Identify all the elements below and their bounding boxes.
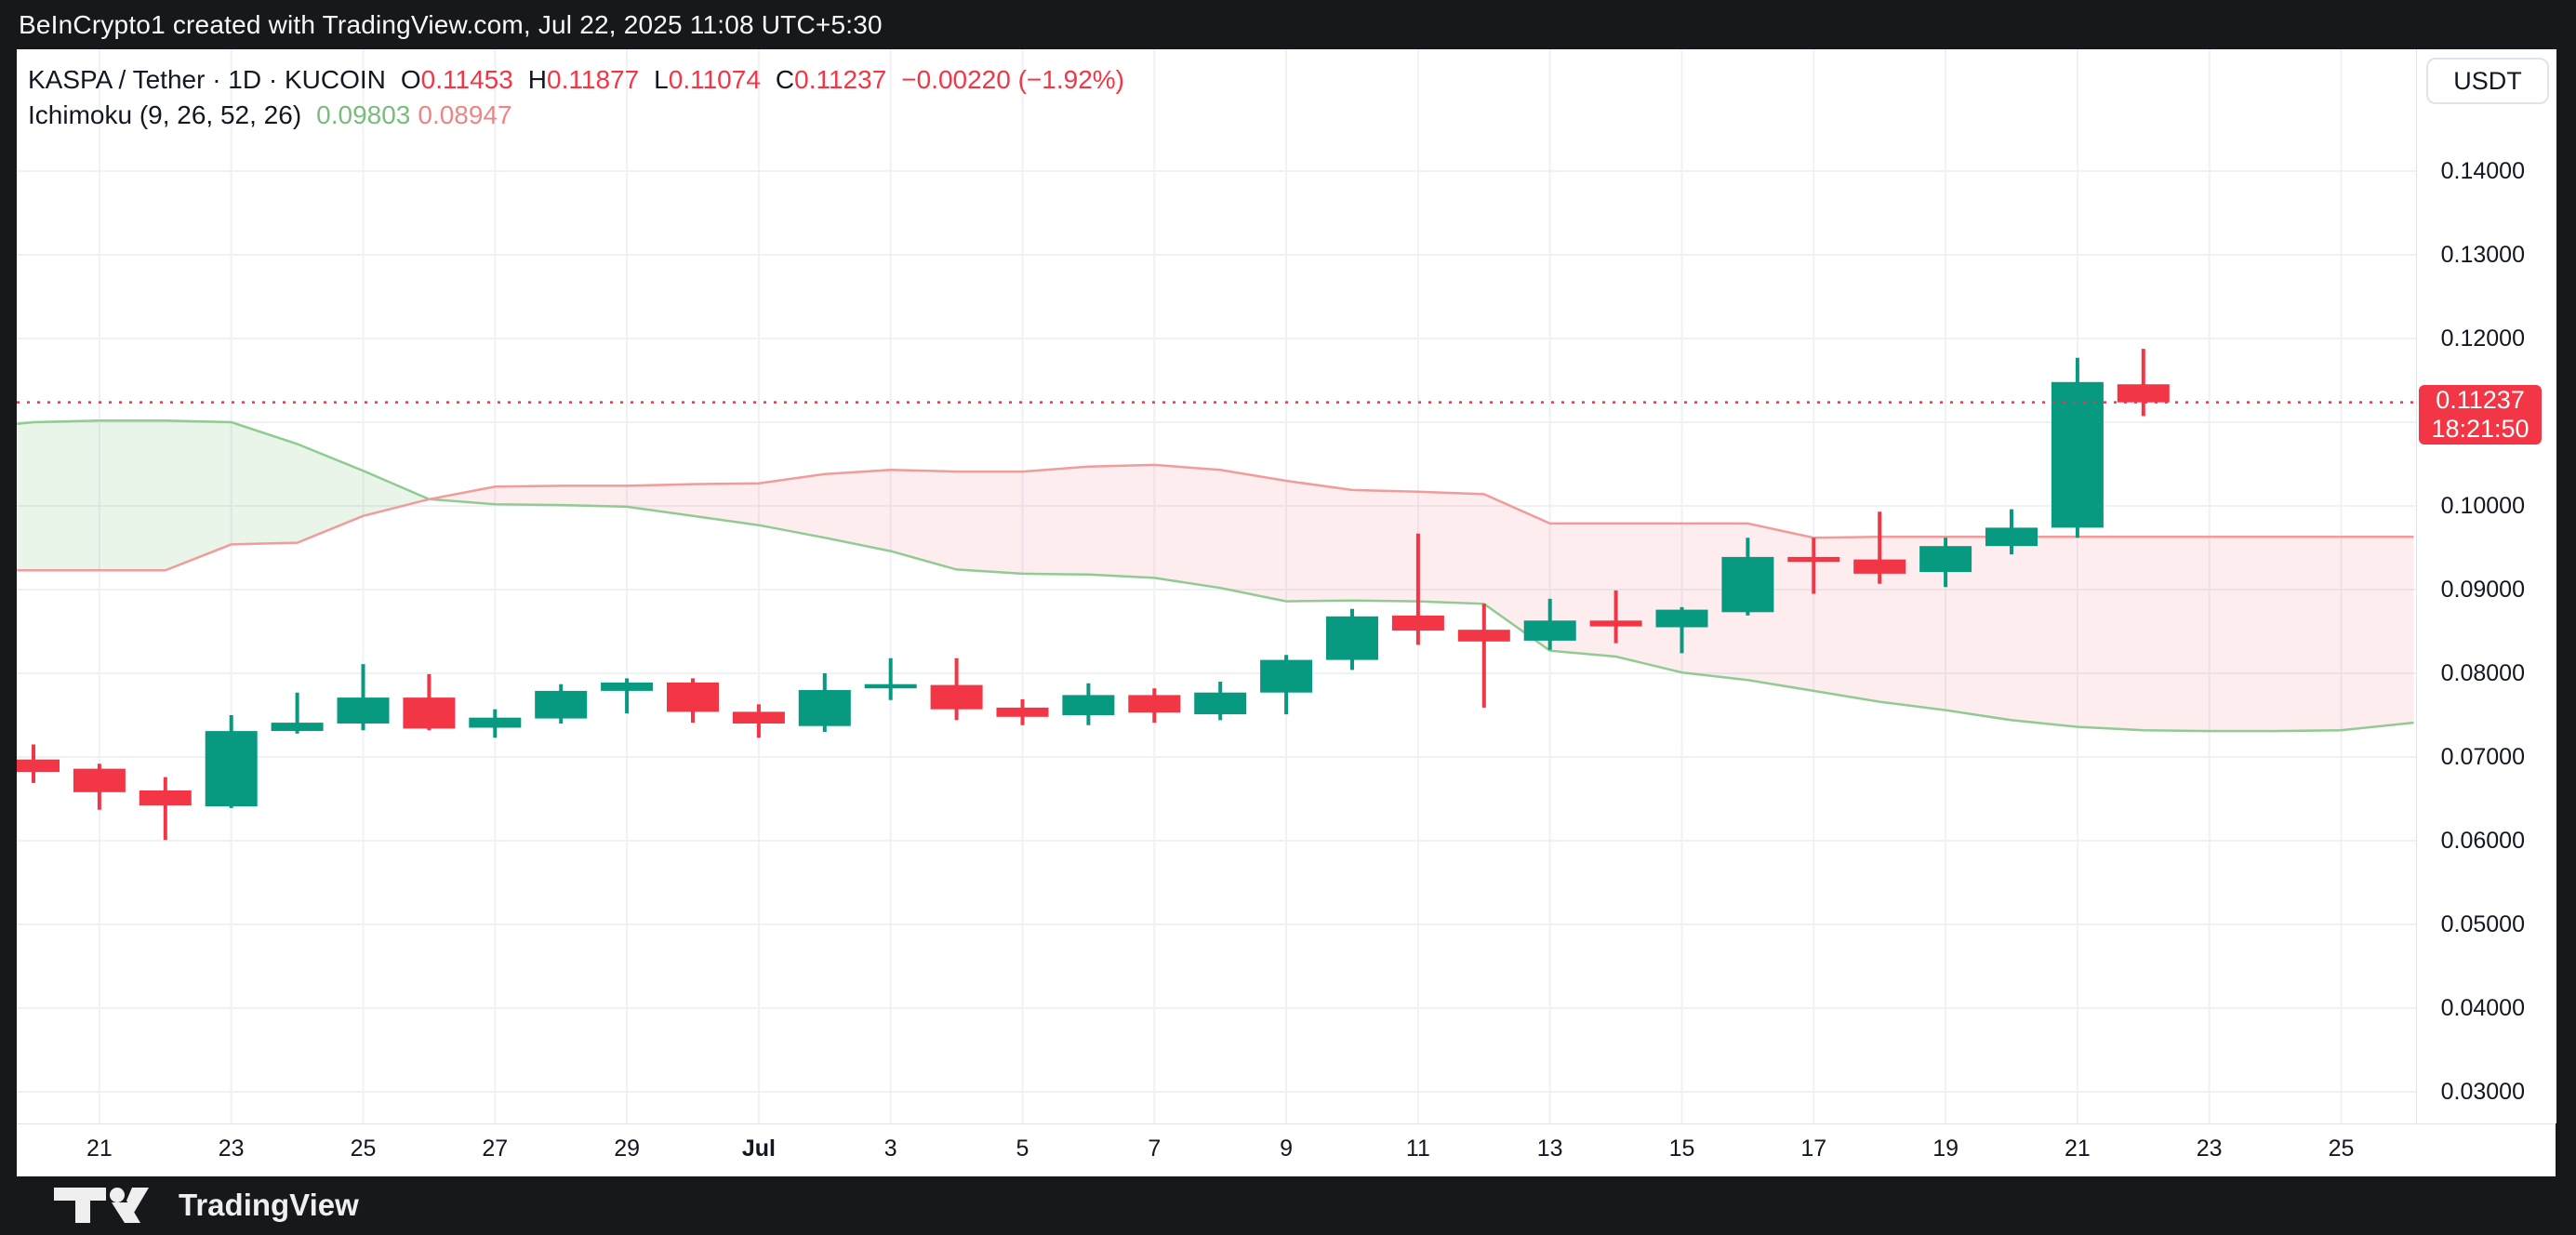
time-tick-label: 15 xyxy=(1668,1135,1695,1162)
ohlc-close-letter: C xyxy=(775,65,795,94)
ohlc-low-value: 0.11074 xyxy=(668,65,761,94)
candle-body xyxy=(930,684,983,710)
candle-body xyxy=(1853,559,1906,574)
time-tick-label: 5 xyxy=(1016,1135,1029,1162)
candle-body xyxy=(73,768,126,792)
candle-body xyxy=(1457,630,1510,642)
ohlc-high-value: 0.11877 xyxy=(547,65,640,94)
candle-body xyxy=(1062,695,1115,715)
currency-button[interactable]: USDT xyxy=(2426,58,2549,104)
ichimoku-cloud-bullish xyxy=(17,420,430,571)
candle-body xyxy=(469,717,522,728)
footer-brand: TradingView xyxy=(179,1188,359,1222)
candle-body xyxy=(1721,556,1774,613)
time-tick-label: 25 xyxy=(350,1135,377,1162)
time-tick-label: 17 xyxy=(1800,1135,1827,1162)
price-tick-label: 0.04000 xyxy=(2440,995,2525,1021)
candle-body xyxy=(205,731,258,807)
time-tick-label: 23 xyxy=(2196,1135,2223,1162)
time-tick-label: Jul xyxy=(741,1135,776,1162)
footer-bar: TradingView xyxy=(0,1175,2576,1235)
candle-body xyxy=(403,697,456,729)
change-value: −0.00220 (−1.92%) xyxy=(901,65,1125,94)
candle-body xyxy=(1260,659,1313,693)
ohlc-open-value: 0.11453 xyxy=(420,65,513,94)
chart-panel: USDT 0.11237 18:21:50 0.14000 0.13000 0.12… xyxy=(17,49,2556,1176)
candle-body xyxy=(1391,615,1444,631)
time-tick-label: 21 xyxy=(2064,1135,2091,1162)
time-tick-label: 23 xyxy=(218,1135,245,1162)
time-tick-label: 27 xyxy=(482,1135,509,1162)
ohlc-open-letter: O xyxy=(400,65,421,94)
ohlc-high-letter: H xyxy=(527,65,548,94)
header-title: BeInCrypto1 created with TradingView.com… xyxy=(19,9,883,39)
candle-body xyxy=(2117,384,2170,403)
symbol-title: KASPA / Tether · 1D · KUCOIN xyxy=(28,65,386,94)
candle-body xyxy=(996,707,1049,717)
price-tick-label: 0.14000 xyxy=(2440,158,2525,184)
time-tick-label: 3 xyxy=(883,1135,897,1162)
candle-body xyxy=(798,690,851,726)
price-tick-label: 0.07000 xyxy=(2440,744,2525,770)
time-tick-label: 21 xyxy=(86,1135,113,1162)
candle-body xyxy=(1128,695,1181,713)
candle-body xyxy=(1589,620,1642,627)
candle-body xyxy=(2051,381,2104,528)
senkou-a-line xyxy=(17,418,2414,733)
time-tick-label: 9 xyxy=(1280,1135,1294,1162)
candle-body xyxy=(271,723,324,732)
candle-body xyxy=(1194,692,1247,715)
price-label: 0.11237 18:21:50 xyxy=(2419,384,2542,445)
price-tick-label: 0.06000 xyxy=(2440,828,2525,854)
candle-body xyxy=(601,682,654,691)
candle-body xyxy=(667,682,719,712)
price-axis[interactable]: USDT 0.11237 18:21:50 0.14000 0.13000 0.12… xyxy=(2416,49,2556,1123)
price-tick-label: 0.05000 xyxy=(2440,911,2525,937)
time-tick-label: 29 xyxy=(614,1135,640,1162)
time-tick-label: 19 xyxy=(1932,1135,1959,1162)
candle-body xyxy=(1985,527,2038,547)
candle-body xyxy=(337,697,390,724)
candle-body xyxy=(864,684,917,689)
ichimoku-cloud-bearish xyxy=(429,464,2414,732)
candle-body xyxy=(1787,556,1840,563)
tradingview-logo-icon xyxy=(52,1184,164,1227)
time-tick-label: 25 xyxy=(2328,1135,2355,1162)
price-tick-label: 0.08000 xyxy=(2440,660,2525,686)
candle-body xyxy=(535,690,588,719)
candle-body xyxy=(1919,546,1972,573)
time-tick-label: 11 xyxy=(1405,1135,1430,1162)
legend-indicator-row: Ichimoku (9, 26, 52, 26) 0.09803 0.08947 xyxy=(28,98,1124,133)
candle-body xyxy=(139,790,192,806)
candle-body xyxy=(17,759,60,773)
candle-body xyxy=(1523,620,1576,641)
ohlc-close-value: 0.11237 xyxy=(794,65,887,94)
indicator-lead1-value: 0.09803 xyxy=(316,100,411,129)
time-tick-label: 13 xyxy=(1536,1135,1563,1162)
candle-body xyxy=(1655,609,1708,628)
plot-svg[interactable] xyxy=(17,49,2416,1123)
price-tick-label: 0.13000 xyxy=(2440,242,2525,268)
time-tick-label: 7 xyxy=(1148,1135,1162,1162)
price-label-price: 0.11237 xyxy=(2436,385,2525,414)
indicator-title: Ichimoku (9, 26, 52, 26) xyxy=(28,100,302,129)
price-tick-label: 0.12000 xyxy=(2440,325,2525,352)
price-tick-label: 0.09000 xyxy=(2440,577,2525,603)
header-bar: BeInCrypto1 created with TradingView.com… xyxy=(0,0,2576,49)
time-axis[interactable]: 21 23 25 27 29 Jul 3 5 7 9 11 13 15 17 19 21 23 25 xyxy=(17,1123,2556,1176)
price-tick-label: 0.10000 xyxy=(2440,493,2525,519)
candle-body xyxy=(732,711,785,724)
indicator-lead2-value: 0.08947 xyxy=(418,100,512,129)
price-tick-label: 0.03000 xyxy=(2440,1079,2525,1105)
price-label-countdown: 18:21:50 xyxy=(2431,414,2530,443)
ohlc-low-letter: L xyxy=(654,65,669,94)
candle-body xyxy=(1326,616,1378,660)
